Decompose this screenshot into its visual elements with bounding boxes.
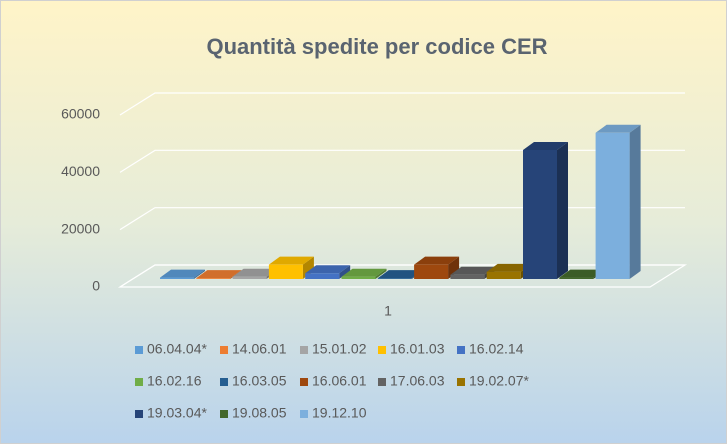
bar-front [450,274,485,279]
bar [160,269,205,279]
bar-front [559,277,594,279]
bar-top [595,124,641,133]
legend-label: 19.02.07* [469,373,529,389]
y-tick-label: 60000 [61,106,100,122]
legend-label: 16.02.16 [147,373,202,389]
bar-top [523,142,568,150]
bar-top [160,269,205,278]
bar-front [486,271,521,279]
legend-label: 16.02.14 [469,341,524,357]
bar [414,256,460,279]
y-tick-label: 20000 [61,220,100,236]
legend-label: 16.06.01 [312,373,367,389]
legend-swatch [135,410,143,418]
bar-front [160,277,194,279]
legend-swatch [457,378,465,386]
bar-top [559,269,605,278]
legend-swatch [378,378,386,386]
bar-side [557,142,568,279]
legend-label: 19.08.05 [232,405,287,421]
bar-top [486,263,532,272]
bar-front [196,278,231,279]
bar-side [448,256,460,279]
legend-swatch [300,346,308,354]
floor [117,264,688,288]
bar-front [523,150,557,279]
legend-label: 19.12.10 [312,405,367,421]
legend-label: 14.06.01 [232,341,287,357]
y-tick-label: 0 [92,278,100,294]
bar-front [341,276,376,279]
bar-top [268,256,314,265]
legend-swatch [300,378,308,386]
legend-label: 19.03.04* [147,405,207,421]
legend-swatch [135,378,143,386]
bar-front [232,276,267,279]
bar-side [629,124,641,279]
bar-front [268,264,303,279]
bar-side [375,268,387,279]
bar-top [196,270,242,279]
bar-side [339,265,351,279]
legend-label: 15.01.02 [312,341,367,357]
bar-top [414,256,460,265]
x-tick-label: 1 [384,303,392,319]
legend-label: 17.06.03 [390,373,445,389]
legend-swatch [135,346,143,354]
chart-title: Quantità spedite per codice CER [206,34,547,59]
bar [268,256,314,279]
legend-label: 16.01.03 [390,341,445,357]
legend-swatch [220,410,228,418]
bar-front [377,278,412,279]
bar-side [194,269,205,279]
bar-top [450,266,496,275]
grid-line [119,92,685,116]
legend-swatch [457,346,465,354]
bar [523,142,568,279]
legend-label: 16.03.05 [232,373,287,389]
legend-label: 06.04.04* [147,341,207,357]
bar-front [595,132,630,279]
legend-swatch [300,410,308,418]
bar [595,124,641,279]
y-tick-label: 40000 [61,163,100,179]
grid-line [119,207,685,231]
bar-top [377,270,423,279]
bar-top [305,265,351,274]
bar-top [341,268,387,277]
grid-line [119,149,685,173]
legend-swatch [378,346,386,354]
legend-swatch [220,346,228,354]
legend-swatch [220,378,228,386]
bar [341,268,387,279]
bar [305,265,351,279]
bar-front [305,273,340,279]
bar-top [232,268,278,277]
bar-front [414,264,449,279]
